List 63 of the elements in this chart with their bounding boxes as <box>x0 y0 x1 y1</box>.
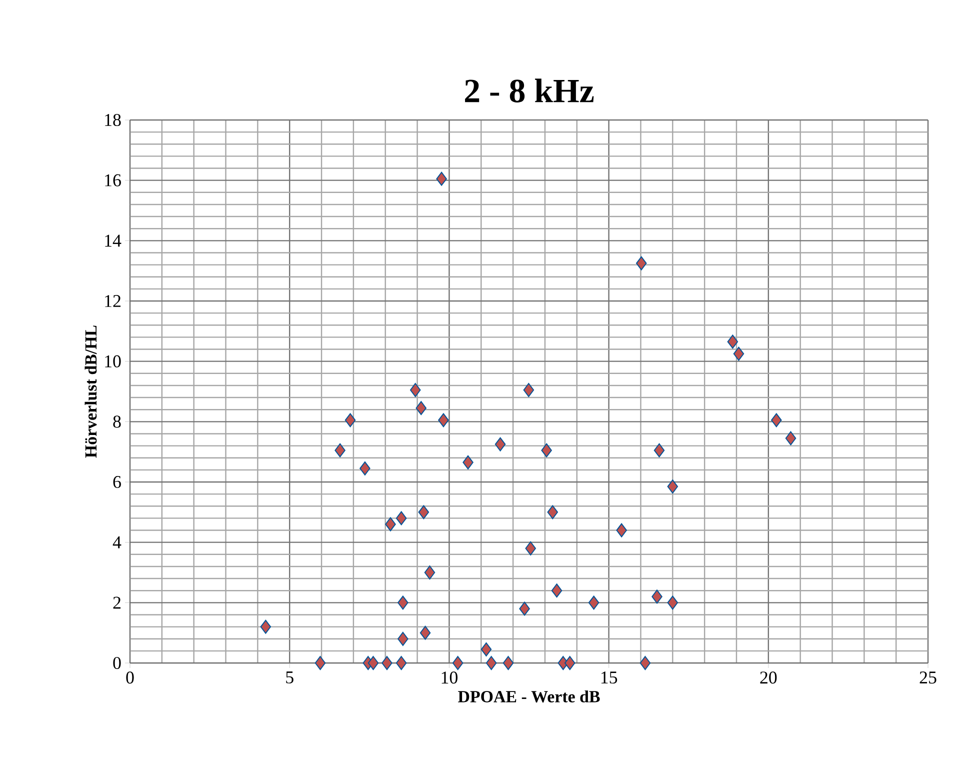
point <box>640 656 651 670</box>
y-tick-label: 12 <box>105 295 120 307</box>
point <box>398 632 408 646</box>
point <box>396 511 407 526</box>
y-tick-label: 10 <box>105 355 121 368</box>
point <box>462 455 474 470</box>
point <box>486 656 497 670</box>
point <box>398 596 408 610</box>
point <box>654 443 665 458</box>
point <box>588 596 600 610</box>
point <box>424 566 436 580</box>
x-tick-label: 20 <box>760 672 777 684</box>
point <box>523 382 534 397</box>
y-tick-label: 6 <box>113 476 121 488</box>
x-axis-title: DPOAE - Werte dB <box>458 690 600 702</box>
point <box>616 523 627 538</box>
point <box>314 656 326 670</box>
y-tick-label: 4 <box>112 536 122 548</box>
x-tick-label: 5 <box>286 672 294 684</box>
point <box>652 590 662 604</box>
point <box>771 413 782 428</box>
point <box>418 505 430 520</box>
x-tick-label: 25 <box>920 672 936 684</box>
chart-title: 2 - 8 kHz <box>465 78 594 102</box>
x-tick-label: 15 <box>601 672 618 684</box>
point <box>410 382 421 397</box>
point <box>525 541 536 556</box>
point <box>519 602 530 616</box>
y-tick-label: 16 <box>105 174 121 186</box>
point <box>733 346 744 361</box>
point <box>334 443 346 458</box>
point <box>785 431 796 446</box>
y-tick-label: 8 <box>113 416 121 428</box>
point <box>541 443 552 458</box>
x-tick-label: 0 <box>126 672 134 684</box>
y-tick-label: 2 <box>113 596 120 609</box>
point <box>344 413 356 428</box>
point <box>396 656 407 670</box>
point <box>436 172 447 186</box>
point <box>382 656 392 670</box>
point <box>480 642 492 656</box>
point <box>667 480 678 494</box>
point <box>368 656 379 670</box>
point <box>420 626 431 640</box>
point <box>452 656 464 670</box>
y-tick-label: 0 <box>113 656 121 670</box>
y-tick-label: 14 <box>105 234 122 247</box>
point <box>547 505 558 520</box>
x-tick-label: 10 <box>442 672 458 684</box>
point <box>360 461 370 476</box>
point <box>416 401 426 416</box>
point <box>564 656 576 670</box>
point <box>727 334 738 349</box>
point <box>502 656 514 670</box>
point <box>551 584 562 598</box>
point <box>494 437 506 452</box>
point <box>636 256 647 270</box>
point <box>667 596 678 610</box>
y-axis-title: Hörverlust dB/HL <box>84 326 97 458</box>
point <box>438 413 449 428</box>
point <box>385 517 396 532</box>
y-tick-label: 18 <box>105 114 121 126</box>
point <box>260 620 272 634</box>
